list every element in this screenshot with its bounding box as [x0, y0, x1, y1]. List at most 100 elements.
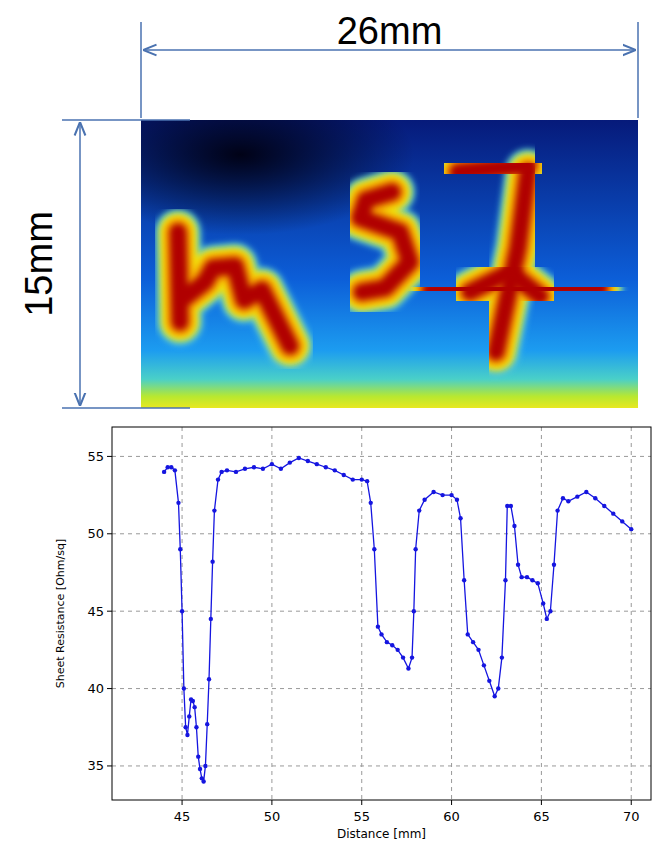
- y-tick-label: 55: [87, 449, 104, 464]
- series-marker: [466, 632, 470, 636]
- series-marker: [205, 722, 209, 726]
- series-marker: [455, 498, 459, 502]
- series-marker: [503, 578, 507, 582]
- series-marker: [261, 467, 265, 471]
- series-marker: [512, 524, 516, 528]
- series-marker: [372, 547, 376, 551]
- series-marker: [376, 624, 380, 628]
- y-tick-label: 45: [87, 604, 104, 619]
- dim-extension: [140, 22, 142, 118]
- series-marker: [482, 663, 486, 667]
- y-tick-label: 35: [87, 758, 104, 773]
- map-blob: [178, 232, 290, 346]
- map-blob: [430, 288, 600, 290]
- series-marker: [620, 519, 624, 523]
- series-marker: [234, 470, 238, 474]
- series-marker: [324, 465, 328, 469]
- series-marker: [379, 632, 383, 636]
- height-label: 15mm: [18, 211, 60, 317]
- y-tick: [107, 688, 112, 689]
- series-marker: [395, 648, 399, 652]
- dim-extension: [62, 119, 190, 121]
- series-marker: [417, 508, 421, 512]
- map-blob: [360, 192, 410, 292]
- series-marker: [201, 779, 205, 783]
- series-marker: [225, 468, 229, 472]
- series-marker: [243, 467, 247, 471]
- series-marker: [288, 460, 292, 464]
- series-marker: [530, 578, 534, 582]
- y-tick: [107, 765, 112, 766]
- y-tick-label: 50: [87, 526, 104, 541]
- series-marker: [169, 465, 173, 469]
- series-marker: [210, 559, 214, 563]
- series-marker: [516, 563, 520, 567]
- series-marker: [611, 511, 615, 515]
- series-marker: [198, 767, 202, 771]
- map-blob: [470, 272, 540, 296]
- y-grid: [112, 611, 651, 612]
- map-blob: [430, 288, 600, 290]
- series-marker: [207, 677, 211, 681]
- resistance-map: [141, 120, 638, 408]
- series-marker: [449, 493, 453, 497]
- series-marker: [219, 470, 223, 474]
- map-dark-region: [141, 120, 638, 350]
- series-line: [164, 458, 631, 781]
- x-tick-label: 55: [353, 809, 370, 824]
- map-blob: [430, 288, 600, 290]
- series-marker: [401, 655, 405, 659]
- map-blob: [178, 232, 290, 346]
- x-tick-label: 60: [443, 809, 460, 824]
- series-marker: [410, 655, 414, 659]
- series-marker: [360, 477, 364, 481]
- series-marker: [406, 666, 410, 670]
- map-blob: [178, 232, 290, 346]
- series-marker: [552, 563, 556, 567]
- series-marker: [548, 609, 552, 613]
- x-tick: [182, 800, 183, 805]
- y-grid: [112, 765, 651, 766]
- series-marker: [413, 547, 417, 551]
- series-marker: [194, 725, 198, 729]
- map-blob: [360, 192, 410, 292]
- y-tick: [107, 456, 112, 457]
- series-marker: [500, 655, 504, 659]
- y-tick-label: 40: [87, 681, 104, 696]
- series-marker: [487, 679, 491, 683]
- series-marker: [185, 733, 189, 737]
- series-marker: [422, 498, 426, 502]
- series-marker: [203, 764, 207, 768]
- y-tick: [107, 533, 112, 534]
- map-blob: [458, 165, 528, 172]
- series-marker: [173, 468, 177, 472]
- series-marker: [471, 640, 475, 644]
- x-grid: [541, 427, 542, 800]
- plot-area: [112, 427, 651, 800]
- dim-extension: [62, 407, 190, 409]
- y-grid: [112, 456, 651, 457]
- series-marker: [476, 648, 480, 652]
- series-marker: [519, 575, 523, 579]
- series-marker: [252, 465, 256, 469]
- x-tick-label: 65: [533, 809, 550, 824]
- map-blob: [430, 288, 600, 290]
- dim-extension: [637, 22, 639, 118]
- series-marker: [593, 496, 597, 500]
- series-marker: [629, 527, 633, 531]
- series-marker: [196, 754, 200, 758]
- map-blob: [458, 165, 528, 172]
- series-marker: [440, 493, 444, 497]
- series-marker: [509, 504, 513, 508]
- series-marker: [566, 499, 570, 503]
- x-grid: [451, 427, 452, 800]
- series-marker: [279, 467, 283, 471]
- series-marker: [333, 468, 337, 472]
- series-marker: [431, 490, 435, 494]
- x-tick: [451, 800, 452, 805]
- y-grid: [112, 688, 651, 689]
- x-tick: [541, 800, 542, 805]
- series-marker: [584, 490, 588, 494]
- series-marker: [351, 477, 355, 481]
- x-tick-label: 45: [174, 809, 191, 824]
